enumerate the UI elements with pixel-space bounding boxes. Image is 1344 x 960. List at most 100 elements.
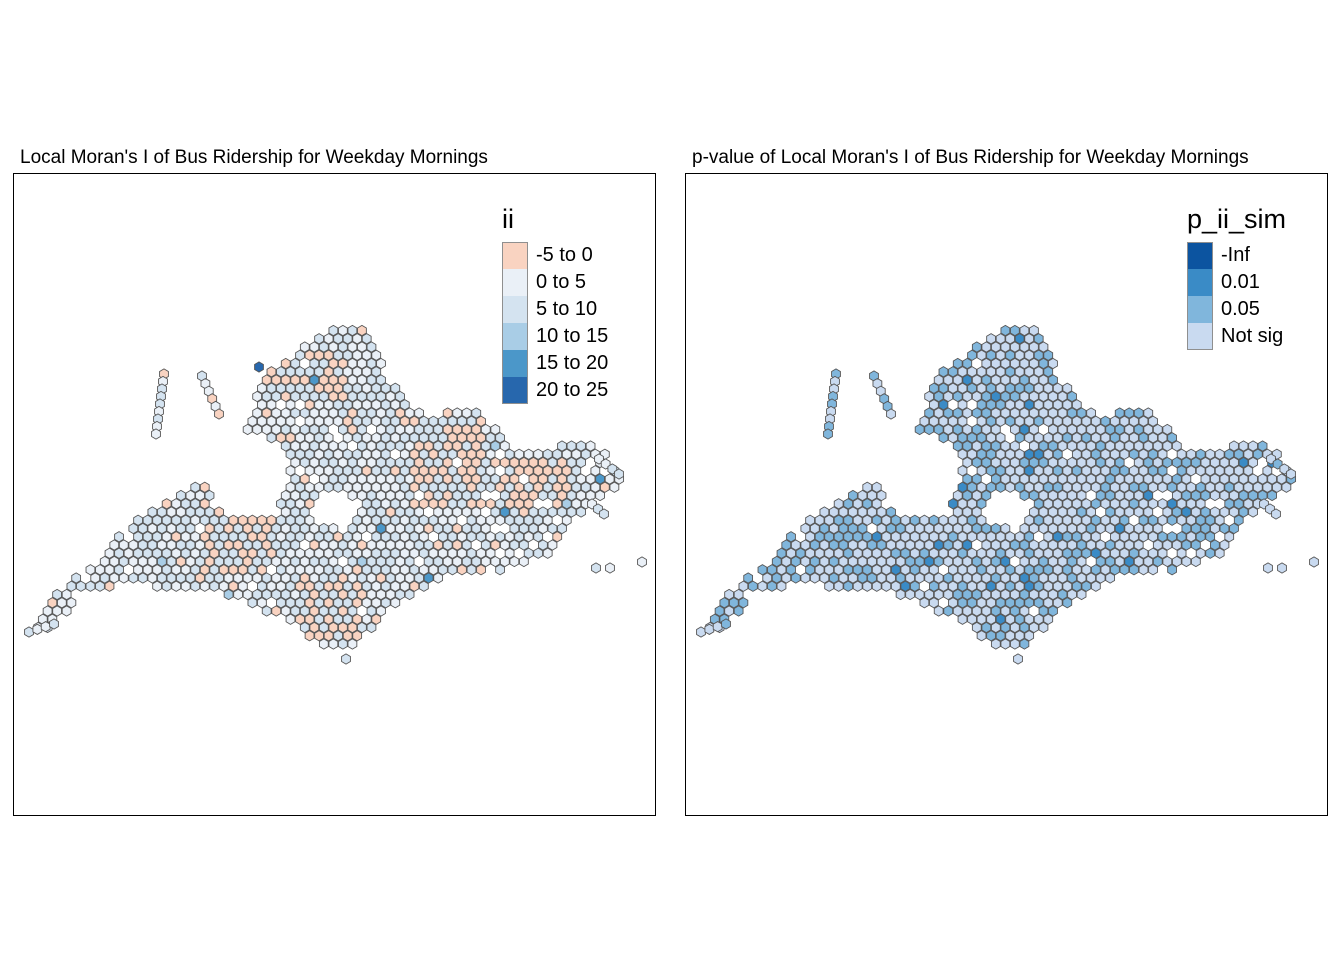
right-hex-cell (1013, 653, 1023, 665)
right-hex-cell (990, 341, 1001, 353)
right-hex-cell (952, 390, 963, 403)
right-hex-cell (952, 489, 963, 502)
left-hex-cell (419, 465, 429, 477)
right-hex-cell (1095, 456, 1106, 469)
left-hex-cell (185, 572, 196, 584)
right-hex-cell (1100, 481, 1111, 493)
left-hex-cell (290, 390, 301, 403)
left-hex-cell (295, 597, 305, 609)
left-hex-cell (414, 506, 424, 518)
right-hex-cell (1019, 374, 1030, 386)
left-hex-cell (504, 498, 515, 510)
right-hex-cell (1086, 506, 1096, 518)
right-hex-cell (952, 357, 963, 370)
left-hex-cell (380, 448, 391, 460)
left-hex-cell (447, 465, 458, 477)
left-hex-cell (452, 489, 463, 502)
right-hex-cell (1129, 432, 1139, 444)
left-hex-cell (366, 456, 377, 469)
left-hex-cell (600, 481, 610, 493)
left-hex-cell (261, 374, 272, 386)
left-hex-cell (304, 630, 315, 642)
right-hex-cell (990, 423, 1001, 436)
right-hex-cell (829, 539, 839, 551)
left-hex-cell (380, 564, 391, 576)
left-hex-cell (495, 498, 505, 510)
left-hex-cell (366, 489, 377, 502)
left-hex-cell (328, 390, 339, 403)
left-hex-cell (210, 400, 221, 413)
left-hex-cell (123, 547, 134, 559)
right-hex-cell (757, 580, 768, 592)
right-hex-cell (1043, 399, 1054, 411)
left-hex-cell (347, 555, 358, 568)
right-hex-cell (976, 498, 987, 510)
right-hex-cell (1024, 613, 1035, 625)
left-hex-cell (385, 390, 396, 403)
left-hex-cell (499, 555, 510, 568)
right-hex-cell (1114, 506, 1125, 518)
left-hex-cell (290, 423, 301, 436)
left-hex-cell (304, 366, 315, 378)
right-hex-cell (1229, 440, 1239, 452)
left-hex-cell (347, 324, 358, 337)
left-hex-cell (519, 539, 529, 551)
left-hex-cell (523, 498, 534, 510)
right-hex-cell (1124, 506, 1135, 518)
right-hex-cell (1000, 440, 1011, 452)
left-hex-cell (457, 547, 467, 559)
right-hex-cell (814, 531, 825, 543)
right-hex-cell (848, 522, 858, 535)
left-hex-cell (376, 407, 386, 419)
right-hex-cell (729, 597, 739, 609)
left-hex-cell (314, 613, 324, 625)
left-hex-cell (309, 489, 320, 502)
left-hex-cell (428, 547, 439, 559)
left-hexbin-map (24, 324, 647, 665)
left-hex-cell (476, 514, 486, 526)
left-hex-cell (404, 423, 415, 436)
left-hex-cell (166, 572, 177, 584)
left-hex-cell (380, 580, 391, 592)
left-hex-cell (133, 547, 143, 559)
right-hex-cell (1119, 415, 1130, 427)
left-hex-cell (452, 423, 463, 436)
right-hex-cell (869, 370, 879, 382)
right-hex-cell (833, 580, 844, 592)
right-hex-cell (1167, 498, 1177, 510)
left-hex-cell (61, 605, 72, 617)
left-hex-cell (257, 597, 267, 609)
right-legend-label: -Inf (1221, 244, 1250, 266)
left-hex-cell (128, 555, 139, 568)
right-hex-cell (1033, 366, 1044, 378)
right-hex-cell (1081, 514, 1092, 526)
left-hex-cell (276, 498, 286, 510)
right-hex-cell (1067, 390, 1077, 403)
right-hex-cell (1114, 423, 1125, 436)
left-hex-cell (228, 580, 239, 592)
left-hex-cell (495, 432, 505, 444)
right-hex-cell (1219, 489, 1230, 502)
right-hex-cell (952, 374, 963, 386)
left-hex-cell (461, 473, 472, 485)
left-hex-cell (285, 514, 296, 526)
right-hex-cell (971, 572, 982, 584)
right-hex-cell (1000, 456, 1011, 469)
left-hex-cell (190, 547, 201, 559)
right-hex-cell (971, 390, 982, 403)
left-hex-cell (261, 407, 272, 419)
left-hex-cell (566, 489, 577, 502)
right-hex-cell (1029, 588, 1039, 601)
left-hex-cell (285, 432, 296, 444)
right-hex-cell (1176, 531, 1187, 543)
right-hex-cell (1119, 498, 1130, 510)
right-hex-cell (1052, 465, 1063, 477)
left-hex-cell (499, 539, 510, 551)
left-hex-cell (299, 473, 310, 485)
right-hex-cell (962, 572, 973, 584)
right-hex-cell (895, 572, 906, 584)
right-hex-cell (995, 349, 1006, 361)
right-hex-cell (1010, 374, 1020, 386)
left-hex-cell (404, 407, 415, 419)
left-hex-cell (399, 580, 410, 592)
